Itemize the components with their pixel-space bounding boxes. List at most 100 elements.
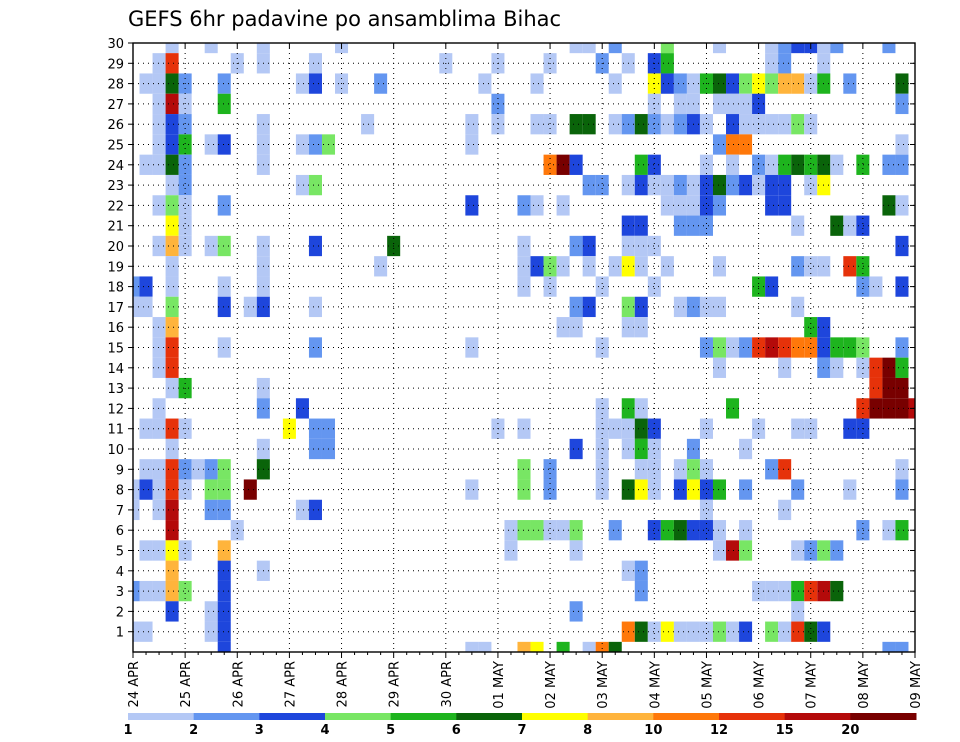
heatmap-cell: [374, 256, 388, 277]
heatmap-cell: [256, 43, 270, 54]
heatmap-cell: [178, 114, 192, 135]
heatmap-cell: [699, 520, 713, 541]
heatmap-cell: [582, 256, 596, 277]
heatmap-cell: [673, 479, 687, 500]
x-tick-label: 02 MAY: [544, 661, 559, 709]
heatmap-cell: [882, 641, 896, 652]
heatmap-cell: [595, 459, 609, 480]
heatmap-cell: [152, 357, 166, 378]
y-tick-label: 25: [107, 139, 124, 154]
heatmap-cell: [843, 418, 857, 439]
heatmap-cell: [295, 73, 309, 94]
x-tick-label: 09 MAY: [909, 661, 924, 709]
heatmap-cell: [178, 195, 192, 216]
heatmap-cell: [543, 256, 557, 277]
heatmap-cell: [152, 195, 166, 216]
heatmap-cell: [634, 296, 648, 318]
heatmap-cell: [660, 520, 674, 541]
heatmap-cell: [895, 134, 909, 155]
y-axis: 1234567891011121314151617181920212223242…: [107, 37, 915, 641]
heatmap-cell: [726, 93, 740, 115]
heatmap-cell: [712, 93, 727, 115]
heatmap-cell: [869, 357, 883, 378]
heatmap-cell: [595, 641, 609, 652]
heatmap-cell: [895, 641, 909, 652]
heatmap-cell: [699, 154, 713, 175]
heatmap-cell: [139, 580, 153, 602]
heatmap-cell: [569, 43, 583, 54]
heatmap-cell: [595, 337, 609, 358]
heatmap-cell: [778, 53, 792, 74]
heatmap-cell: [647, 174, 661, 196]
heatmap-cell: [739, 621, 753, 642]
heatmap-cell: [582, 296, 596, 318]
heatmap-cell: [778, 43, 792, 54]
heatmap-cell: [133, 621, 140, 642]
heatmap-cell: [778, 459, 792, 480]
heatmap-cell: [634, 418, 648, 439]
heatmap-cell: [178, 580, 192, 602]
x-tick-label: 05 MAY: [700, 661, 715, 709]
heatmap-cell: [204, 235, 218, 257]
y-tick-label: 24: [107, 159, 124, 174]
x-tick-label: 25 APR: [179, 661, 194, 707]
y-tick-label: 13: [107, 382, 124, 397]
colorbar-swatch: [456, 713, 523, 720]
heatmap-cell: [569, 114, 583, 135]
heatmap-cell: [608, 520, 622, 541]
heatmap-cell: [478, 73, 492, 94]
colorbar-swatch: [719, 713, 786, 720]
heatmap-cell: [778, 499, 792, 521]
heatmap-cell: [133, 479, 140, 500]
heatmap-cell: [765, 154, 779, 175]
colorbar-swatch: [522, 713, 589, 720]
heatmap-cell: [830, 540, 844, 561]
heatmap-cell: [634, 317, 648, 338]
heatmap-cell: [804, 174, 818, 196]
heatmap-cell: [895, 357, 909, 378]
heatmap-cell: [569, 317, 583, 338]
y-tick-label: 26: [107, 118, 124, 133]
heatmap-cell: [152, 337, 166, 358]
heatmap-cell: [243, 479, 257, 500]
heatmap-cell: [765, 337, 779, 358]
x-tick-label: 29 APR: [388, 661, 403, 707]
heatmap-cell: [152, 134, 166, 155]
heatmap-cell: [843, 256, 857, 277]
heatmap-cell: [830, 215, 844, 236]
heatmap-cell: [726, 621, 740, 642]
y-tick-label: 8: [116, 484, 124, 499]
heatmap-cell: [699, 621, 713, 642]
heatmap-cell: [895, 377, 909, 399]
heatmap-cell: [530, 195, 544, 216]
heatmap-cell: [582, 235, 596, 257]
heatmap-cell: [152, 114, 166, 135]
heatmap-cell: [778, 73, 792, 94]
heatmap-cell: [556, 641, 570, 652]
heatmap-cell: [843, 337, 857, 358]
heatmap-cell: [856, 154, 870, 175]
heatmap-cell: [660, 43, 674, 54]
heatmap-cell: [217, 580, 231, 602]
heatmap-cell: [856, 215, 870, 236]
heatmap-cell: [739, 114, 753, 135]
heatmap-cell: [152, 418, 166, 439]
heatmap-cell: [791, 73, 805, 94]
heatmap-cell: [712, 479, 727, 500]
heatmap-cell: [634, 479, 648, 500]
colorbar-label: 15: [776, 723, 794, 738]
heatmap-cell: [582, 641, 596, 652]
heatmap-cell: [165, 114, 179, 135]
heatmap-cell: [673, 215, 687, 236]
heatmap-cell: [778, 195, 792, 216]
heatmap-cell: [791, 479, 805, 500]
colorbar-swatch: [390, 713, 457, 720]
heatmap-cell: [165, 195, 179, 216]
heatmap-cell: [843, 479, 857, 500]
heatmap-cell: [595, 276, 609, 297]
x-tick-label: 01 MAY: [492, 661, 507, 709]
heatmap-cell: [660, 174, 674, 196]
colorbar-label: 7: [517, 723, 526, 738]
heatmap-cell: [647, 621, 661, 642]
